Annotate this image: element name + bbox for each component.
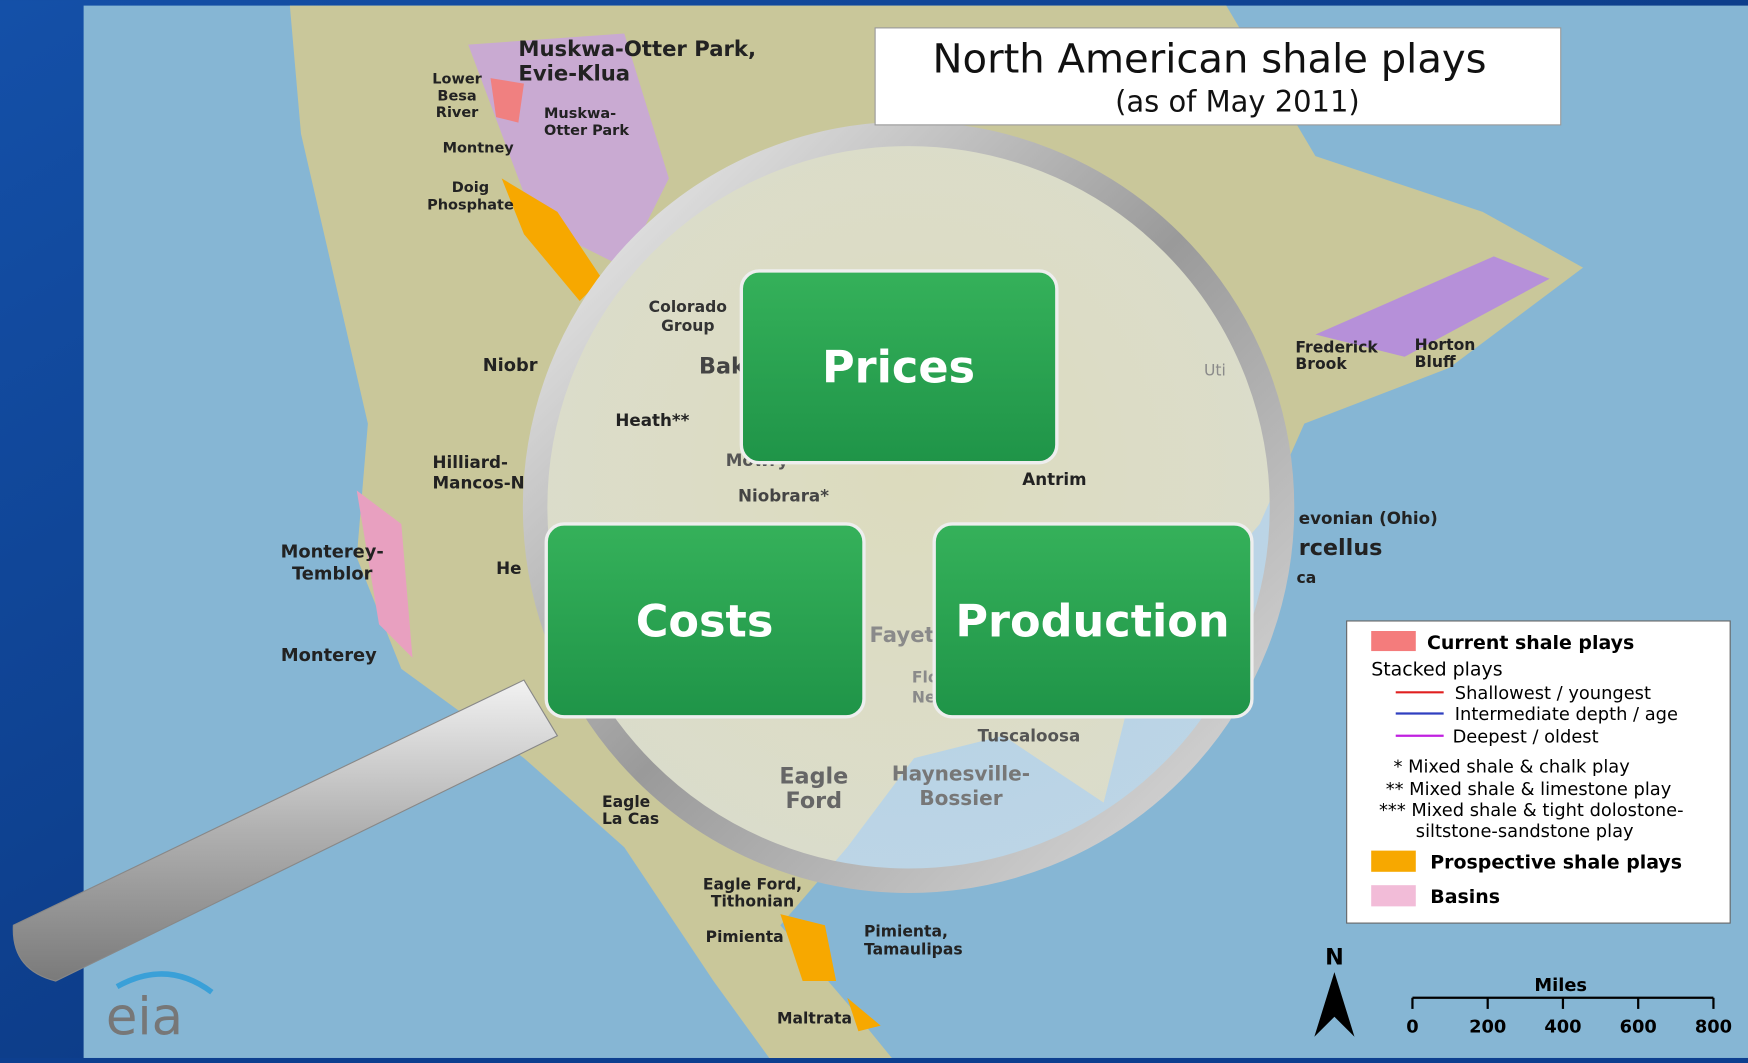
legend-label: Basins xyxy=(1430,886,1500,908)
map-label: Group xyxy=(661,317,714,335)
map-label: He xyxy=(496,558,521,578)
map-label: Tamaulipas xyxy=(864,940,963,958)
scale-tick-label: 200 xyxy=(1469,1016,1506,1037)
box-label: Costs xyxy=(636,596,774,648)
map-label: Haynesville- xyxy=(892,761,1030,785)
map-label: Maltrata xyxy=(777,1009,852,1027)
map-label: Tuscaloosa xyxy=(978,725,1081,745)
map-label: Monterey- xyxy=(281,541,384,562)
map-label: Hilliard- xyxy=(433,452,508,472)
title-box xyxy=(874,27,1562,126)
legend-note: *** Mixed shale & tight dolostone- xyxy=(1379,800,1684,821)
prospective-play xyxy=(780,914,837,982)
legend-label: Current shale plays xyxy=(1427,632,1634,654)
map-label: Temblor xyxy=(292,564,373,585)
map-label: Pimienta xyxy=(706,928,784,946)
legend-swatch xyxy=(1371,885,1416,907)
map-label: Lower xyxy=(432,72,482,88)
prospective-play xyxy=(501,178,602,302)
scale-tick-label: 600 xyxy=(1620,1016,1657,1037)
legend-label: Shallowest / youngest xyxy=(1455,683,1651,704)
scale-tick-label: 0 xyxy=(1406,1016,1418,1037)
magnifier-handle xyxy=(12,679,559,982)
map-label: Eagle xyxy=(779,764,848,790)
scale-tick-label: 400 xyxy=(1544,1016,1581,1037)
legend-label: Prospective shale plays xyxy=(1430,851,1682,873)
logo: eia xyxy=(106,988,183,1048)
map-label: Eagle Ford, xyxy=(703,876,802,894)
legend xyxy=(1346,620,1731,924)
legend-label: Intermediate depth / age xyxy=(1455,704,1678,725)
map-label: Horton xyxy=(1415,336,1476,354)
map-label: Evie-Klua xyxy=(518,60,630,85)
map-label: Frederick xyxy=(1295,338,1378,356)
prospective-play xyxy=(847,997,881,1032)
map-label: Heath** xyxy=(615,410,689,430)
legend-note: * Mixed shale & chalk play xyxy=(1393,757,1630,778)
box-label: Prices xyxy=(822,341,975,393)
map-label: Pimienta, xyxy=(864,922,948,940)
map-label: evonian (Ohio) xyxy=(1299,508,1438,528)
subtitle: (as of May 2011) xyxy=(1115,85,1360,119)
map-label: Eagle xyxy=(602,793,650,811)
title: North American shale plays xyxy=(933,36,1487,82)
map-label: Bluff xyxy=(1415,353,1456,371)
current-play xyxy=(490,78,524,123)
map-label: Otter Park xyxy=(544,123,629,139)
map-label: Montney xyxy=(443,141,515,157)
map-label: Niobr xyxy=(483,355,538,376)
box-label: Production xyxy=(955,596,1229,648)
map-label: Muskwa-Otter Park, xyxy=(518,36,756,61)
map-label: rcellus xyxy=(1299,535,1383,561)
basin xyxy=(1315,256,1550,357)
map-label: ca xyxy=(1297,569,1317,587)
legend-note: siltstone-sandstone play xyxy=(1416,821,1634,842)
legend-label: Stacked plays xyxy=(1371,659,1502,681)
map-label: Niobrara* xyxy=(738,486,829,506)
map-label: Colorado xyxy=(649,298,728,316)
map-label: Mancos-N xyxy=(433,472,525,492)
legend-label: Deepest / oldest xyxy=(1453,726,1599,747)
box xyxy=(932,522,1254,719)
map-label: Antrim xyxy=(1022,469,1086,489)
box xyxy=(739,269,1059,465)
map-label: La Cas xyxy=(602,810,659,828)
map-label: Muskwa- xyxy=(544,106,616,122)
scale-tick-label: 800 xyxy=(1695,1016,1732,1037)
compass-arrow xyxy=(1314,972,1355,1037)
compass-label: N xyxy=(1325,944,1344,970)
map-label: Phosphate xyxy=(427,198,514,214)
map-label: Besa xyxy=(437,88,476,104)
map-label: Uti xyxy=(1204,362,1226,380)
logo-arc xyxy=(115,971,214,995)
map-label: Doig xyxy=(452,180,489,196)
map-label: River xyxy=(436,105,479,121)
legend-note: ** Mixed shale & limestone play xyxy=(1386,779,1672,800)
map-label: Tithonian xyxy=(711,892,794,910)
legend-swatch xyxy=(1371,850,1416,872)
basin xyxy=(356,490,413,658)
box xyxy=(544,522,866,719)
legend-swatch xyxy=(1371,631,1416,652)
map-label: Brook xyxy=(1295,355,1347,373)
scale-label: Miles xyxy=(1534,975,1587,996)
map-label: Monterey xyxy=(281,645,377,666)
map-label: Bossier xyxy=(919,786,1002,810)
map-label: Ford xyxy=(786,788,843,814)
